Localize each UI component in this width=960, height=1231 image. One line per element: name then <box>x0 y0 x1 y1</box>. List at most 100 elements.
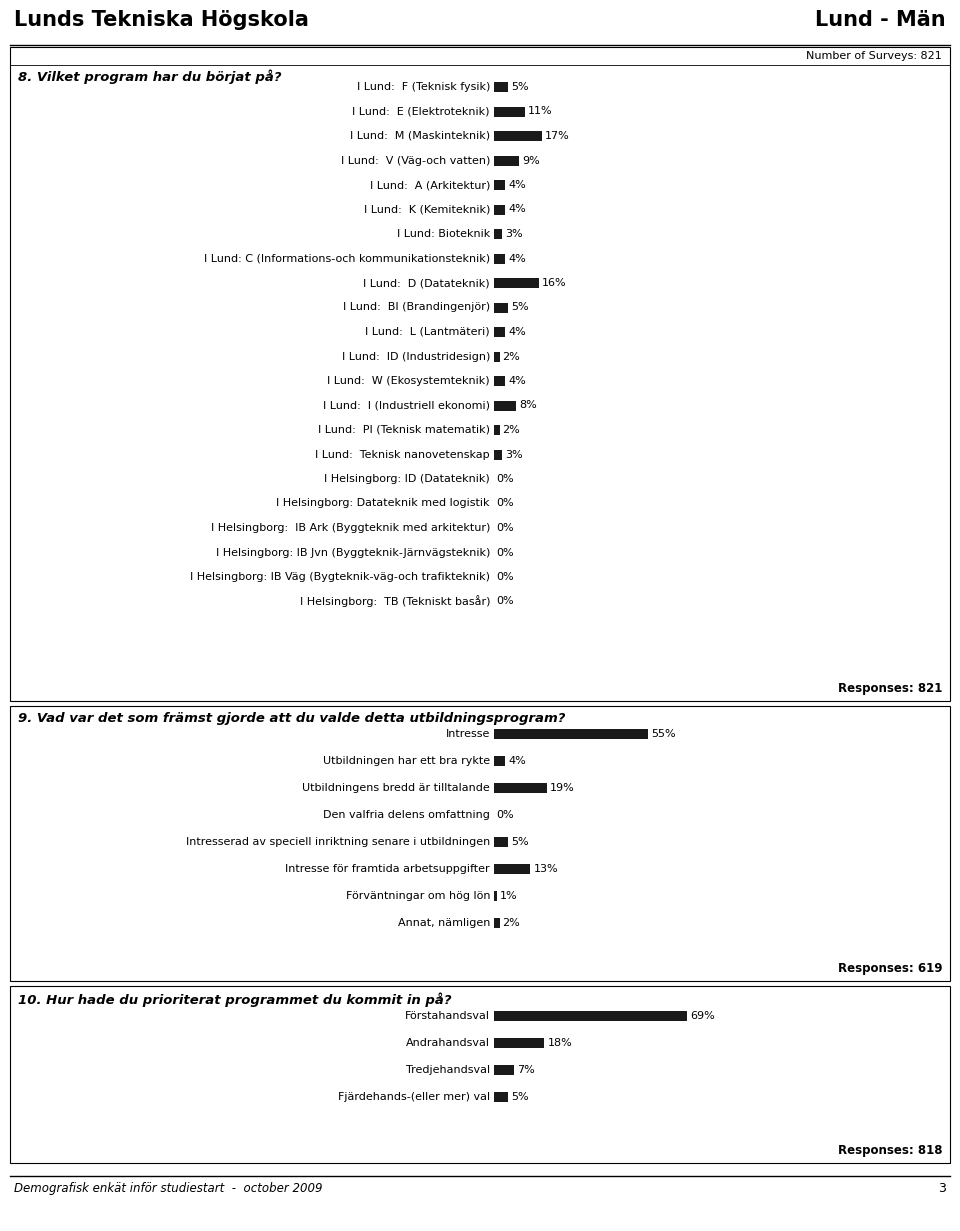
Bar <box>494 82 508 92</box>
Bar <box>494 1038 544 1048</box>
Text: I Lund:  I (Industriell ekonomi): I Lund: I (Industriell ekonomi) <box>323 400 490 410</box>
Text: I Lund:  D (Datateknik): I Lund: D (Datateknik) <box>364 278 490 288</box>
Text: I Lund:  Teknisk nanovetenskap: I Lund: Teknisk nanovetenskap <box>316 449 490 459</box>
Bar <box>494 400 516 410</box>
Bar <box>494 352 499 362</box>
Text: I Lund:  W (Ekosystemteknik): I Lund: W (Ekosystemteknik) <box>327 375 490 387</box>
Text: 0%: 0% <box>496 810 514 820</box>
Text: 13%: 13% <box>534 864 558 874</box>
Text: 10. Hur hade du prioriterat programmet du kommit in på?: 10. Hur hade du prioriterat programmet d… <box>18 992 451 1007</box>
Bar <box>494 864 530 874</box>
Text: I Helsingborg:  IB Ark (Byggteknik med arkitektur): I Helsingborg: IB Ark (Byggteknik med ar… <box>210 523 490 533</box>
Bar <box>494 1011 687 1020</box>
Bar <box>494 278 539 288</box>
Text: I Lund: C (Informations-och kommunikationsteknik): I Lund: C (Informations-och kommunikatio… <box>204 254 490 263</box>
Text: 5%: 5% <box>511 303 529 313</box>
Bar <box>494 303 508 313</box>
Text: 4%: 4% <box>508 375 526 387</box>
Bar <box>494 180 505 190</box>
Text: I Lund:  F (Teknisk fysik): I Lund: F (Teknisk fysik) <box>356 82 490 92</box>
Text: 0%: 0% <box>496 572 514 582</box>
Text: Number of Surveys: 821: Number of Surveys: 821 <box>806 50 942 62</box>
Text: I Lund:  ID (Industridesign): I Lund: ID (Industridesign) <box>342 352 490 362</box>
Text: 2%: 2% <box>503 425 520 435</box>
Text: Responses: 619: Responses: 619 <box>837 961 942 975</box>
Text: Responses: 818: Responses: 818 <box>837 1144 942 1157</box>
Text: 4%: 4% <box>508 204 526 214</box>
Text: 2%: 2% <box>503 352 520 362</box>
Text: 3: 3 <box>938 1182 946 1195</box>
Text: 0%: 0% <box>496 523 514 533</box>
Text: 9%: 9% <box>522 155 540 165</box>
Text: 5%: 5% <box>511 1092 529 1102</box>
Text: 1%: 1% <box>500 891 517 901</box>
Text: I Helsingborg: IB Väg (Bygteknik-väg-och trafikteknik): I Helsingborg: IB Väg (Bygteknik-väg-och… <box>190 572 490 582</box>
Text: I Helsingborg:  TB (Tekniskt basår): I Helsingborg: TB (Tekniskt basår) <box>300 596 490 607</box>
Text: 5%: 5% <box>511 82 529 92</box>
Text: I Lund:  M (Maskinteknik): I Lund: M (Maskinteknik) <box>349 130 490 142</box>
Text: Lunds Tekniska Högskola: Lunds Tekniska Högskola <box>14 10 309 30</box>
Bar <box>494 449 502 459</box>
Text: 17%: 17% <box>544 130 569 142</box>
Text: 55%: 55% <box>651 729 676 739</box>
Bar <box>10 47 950 700</box>
Text: 2%: 2% <box>503 918 520 928</box>
Text: I Lund:  PI (Teknisk matematik): I Lund: PI (Teknisk matematik) <box>318 425 490 435</box>
Bar <box>10 986 950 1163</box>
Text: 4%: 4% <box>508 254 526 263</box>
Text: I Helsingborg: Datateknik med logistik: I Helsingborg: Datateknik med logistik <box>276 499 490 508</box>
Bar <box>494 425 499 435</box>
Bar <box>494 756 505 766</box>
Text: I Lund:  A (Arkitektur): I Lund: A (Arkitektur) <box>370 180 490 190</box>
Text: 0%: 0% <box>496 474 514 484</box>
Text: I Lund:  L (Lantmäteri): I Lund: L (Lantmäteri) <box>366 327 490 337</box>
Text: 8%: 8% <box>519 400 538 410</box>
Bar <box>494 375 505 387</box>
Text: Utbildningen har ett bra rykte: Utbildningen har ett bra rykte <box>323 756 490 766</box>
Text: Intresse för framtida arbetsuppgifter: Intresse för framtida arbetsuppgifter <box>285 864 490 874</box>
Text: I Lund:  BI (Brandingenjör): I Lund: BI (Brandingenjör) <box>343 303 490 313</box>
Text: Den valfria delens omfattning: Den valfria delens omfattning <box>324 810 490 820</box>
Text: Annat, nämligen: Annat, nämligen <box>397 918 490 928</box>
Text: 69%: 69% <box>690 1011 715 1020</box>
Text: 18%: 18% <box>547 1038 572 1048</box>
Text: 4%: 4% <box>508 327 526 337</box>
Bar <box>494 254 505 263</box>
Text: I Lund: Bioteknik: I Lund: Bioteknik <box>396 229 490 239</box>
Text: Intresserad av speciell inriktning senare i utbildningen: Intresserad av speciell inriktning senar… <box>185 837 490 847</box>
Text: Intresse: Intresse <box>445 729 490 739</box>
Bar <box>10 707 950 981</box>
Text: 4%: 4% <box>508 756 526 766</box>
Bar <box>494 891 497 901</box>
Text: Fjärdehands-(eller mer) val: Fjärdehands-(eller mer) val <box>338 1092 490 1102</box>
Text: I Lund:  E (Elektroteknik): I Lund: E (Elektroteknik) <box>352 107 490 117</box>
Text: Demografisk enkät inför studiestart  -  october 2009: Demografisk enkät inför studiestart - oc… <box>14 1182 323 1195</box>
Text: 16%: 16% <box>541 278 566 288</box>
Text: 7%: 7% <box>516 1065 535 1075</box>
Text: Förstahandsval: Förstahandsval <box>405 1011 490 1020</box>
Text: Responses: 821: Responses: 821 <box>838 682 942 696</box>
Bar <box>494 1065 514 1075</box>
Text: Utbildningens bredd är tilltalande: Utbildningens bredd är tilltalande <box>302 783 490 793</box>
Text: 4%: 4% <box>508 180 526 190</box>
Bar <box>494 837 508 847</box>
Bar <box>494 229 502 239</box>
Text: Lund - Män: Lund - Män <box>815 10 946 30</box>
Text: 0%: 0% <box>496 597 514 607</box>
Text: Förväntningar om hög lön: Förväntningar om hög lön <box>346 891 490 901</box>
Text: I Lund:  K (Kemiteknik): I Lund: K (Kemiteknik) <box>364 204 490 214</box>
Bar <box>494 155 519 165</box>
Bar <box>494 783 547 793</box>
Text: Tredjehandsval: Tredjehandsval <box>406 1065 490 1075</box>
Text: 8. Vilket program har du börjat på?: 8. Vilket program har du börjat på? <box>18 69 281 84</box>
Bar <box>494 130 541 142</box>
Text: 19%: 19% <box>550 783 575 793</box>
Bar <box>494 204 505 214</box>
Text: 3%: 3% <box>505 229 523 239</box>
Text: 9. Vad var det som främst gjorde att du valde detta utbildningsprogram?: 9. Vad var det som främst gjorde att du … <box>18 712 565 725</box>
Text: I Lund:  V (Väg-och vatten): I Lund: V (Väg-och vatten) <box>341 155 490 165</box>
Text: I Helsingborg: ID (Datateknik): I Helsingborg: ID (Datateknik) <box>324 474 490 484</box>
Bar <box>494 1092 508 1102</box>
Text: 5%: 5% <box>511 837 529 847</box>
Text: 0%: 0% <box>496 499 514 508</box>
